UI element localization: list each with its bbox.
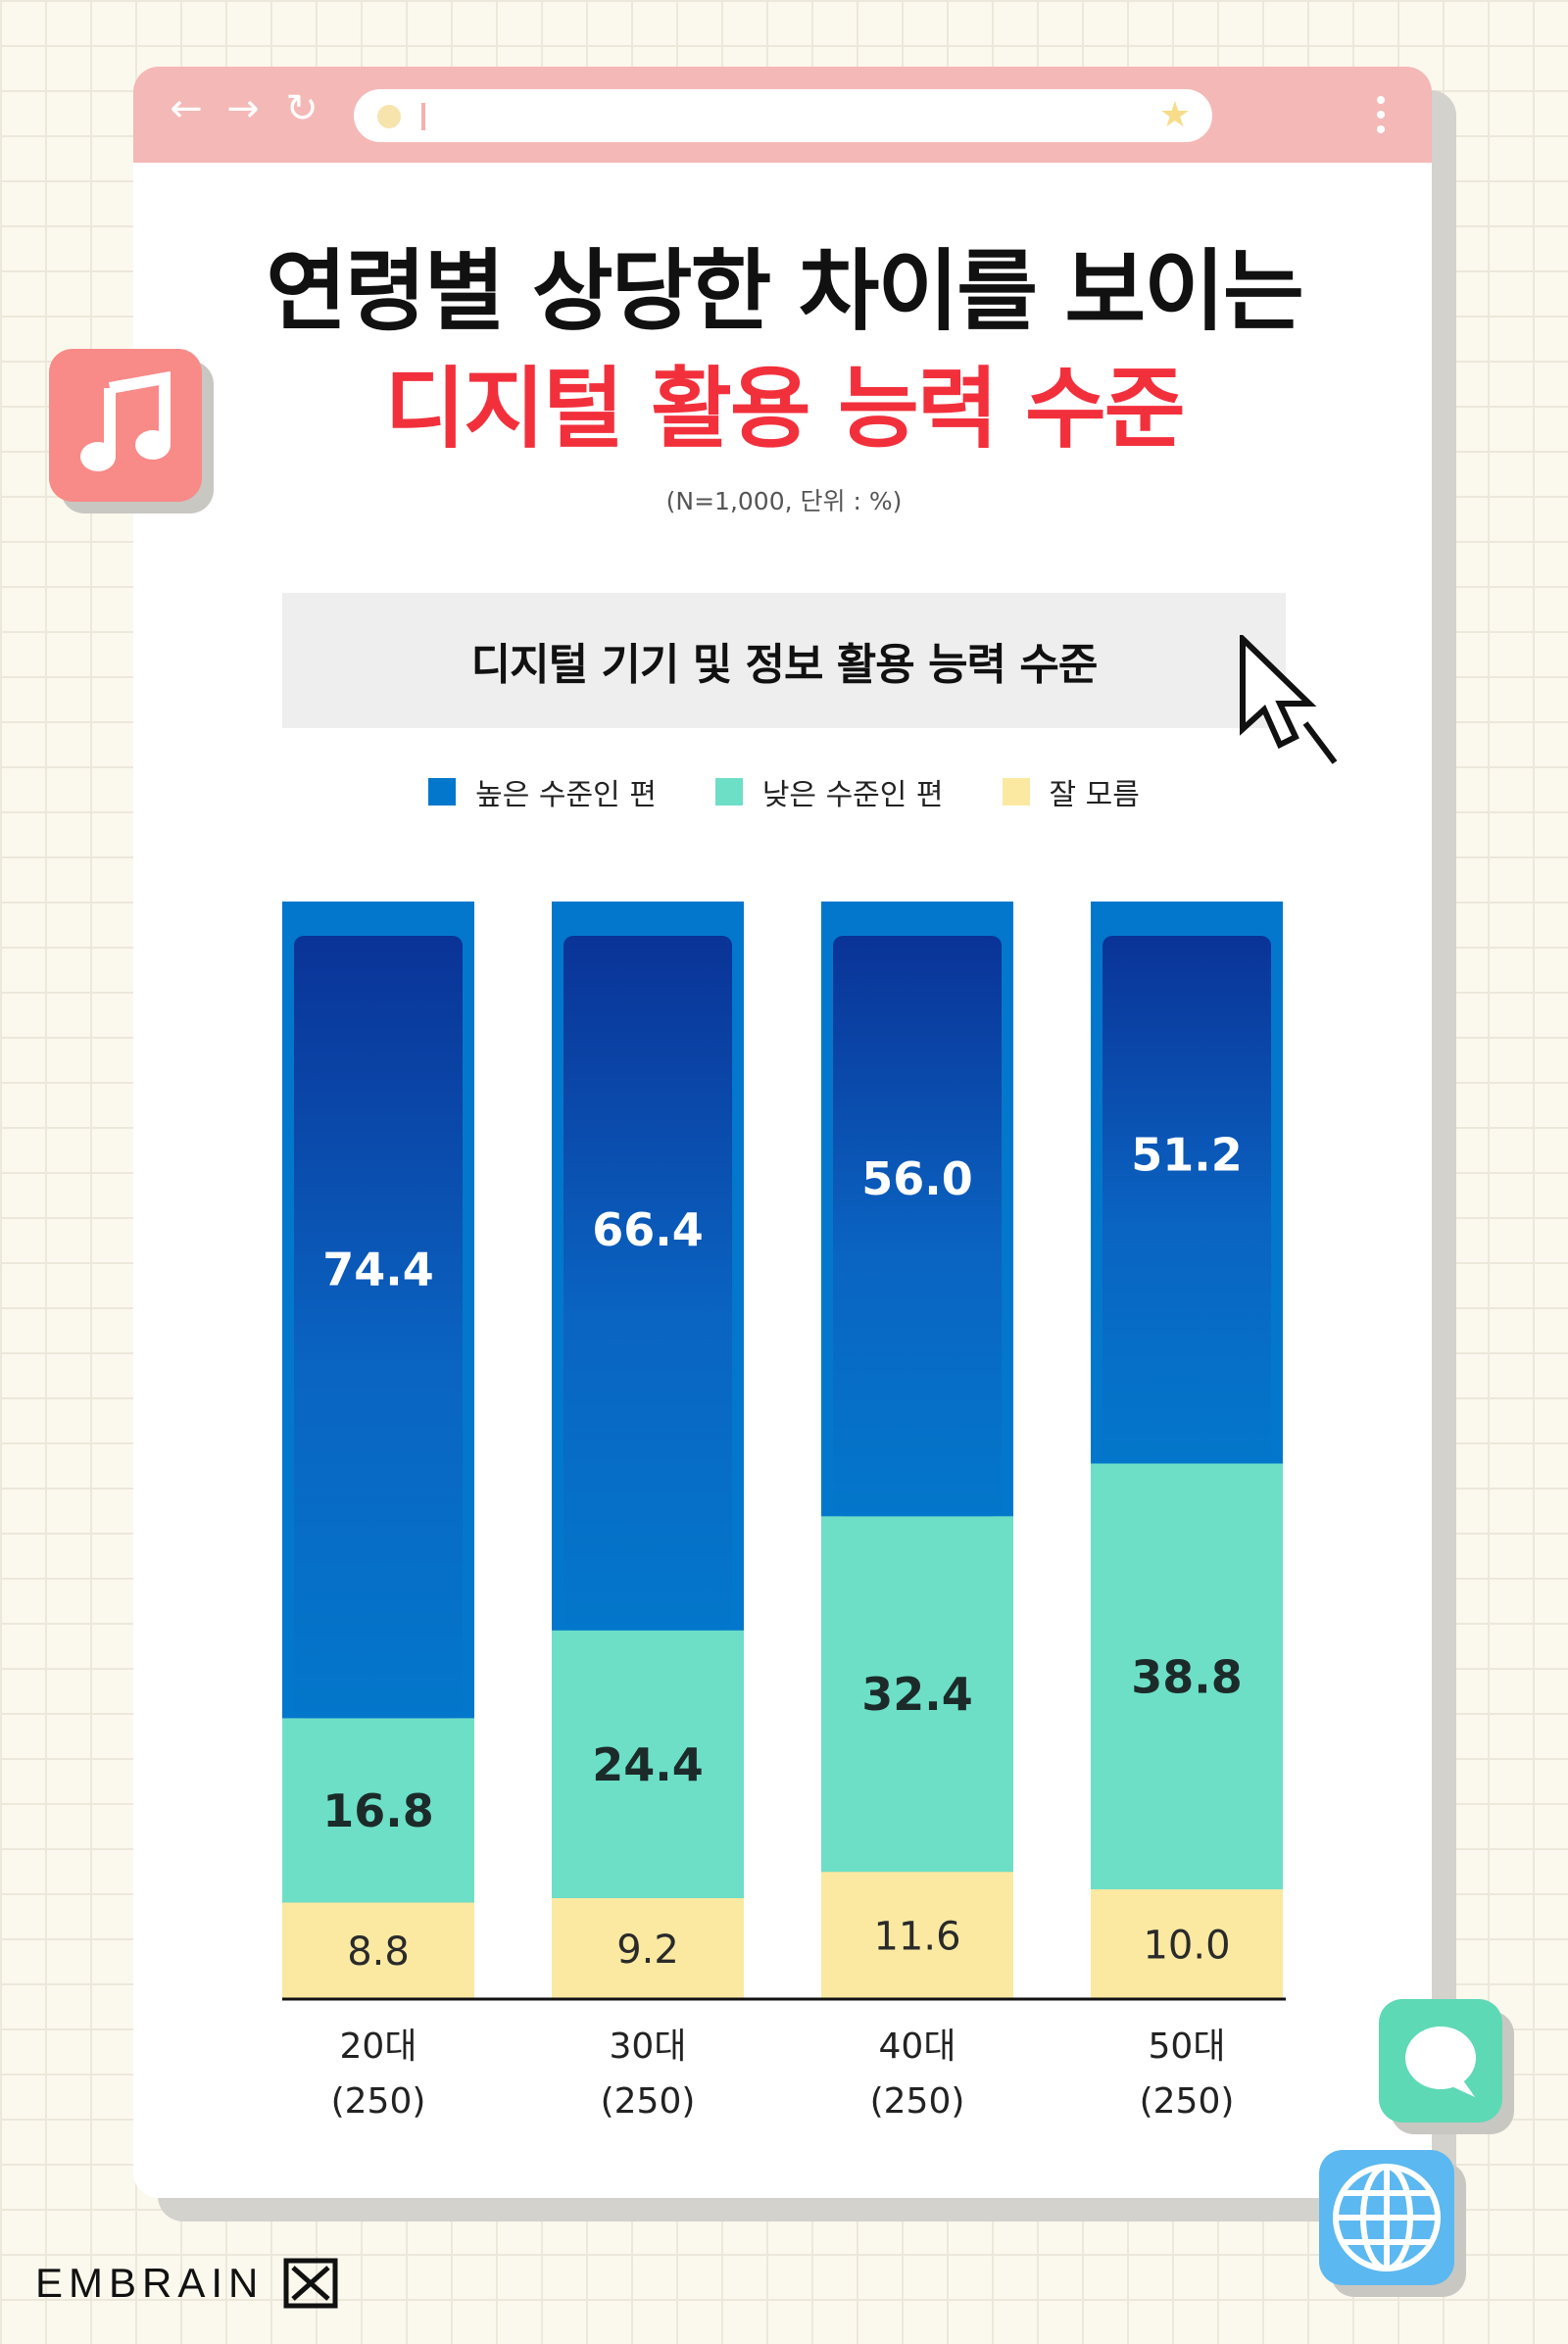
category-n-label-3: (250) (870, 2081, 965, 2122)
category-n-label-4: (250) (1140, 2081, 1235, 2122)
chart-legend: 높은 수준인 편 낮은 수준인 편 잘 모름 (0, 770, 1568, 813)
value-label-high-4: 51.2 (1131, 1129, 1243, 1182)
address-bar[interactable]: ★ (354, 89, 1212, 142)
legend-swatch-unknown (1002, 778, 1030, 806)
legend-item-low: 낮은 수준인 편 (714, 770, 944, 813)
page-title-line1: 연령별 상당한 차이를 보이는 (266, 240, 1304, 343)
chart-subtitle: (N=1,000, 단위 : %) (665, 487, 903, 515)
value-label-low-1: 16.8 (322, 1784, 434, 1837)
globe-icon (1333, 2164, 1441, 2271)
forward-arrow-icon[interactable]: → (226, 86, 260, 131)
value-label-low-4: 38.8 (1131, 1650, 1243, 1703)
chart-title-box: 디지털 기기 및 정보 활용 능력 수준 (282, 593, 1286, 728)
brand-mark-icon (283, 2258, 338, 2309)
category-label-4: 50대 (1149, 2027, 1226, 2067)
text-caret (421, 103, 425, 130)
value-label-low-3: 32.4 (861, 1668, 973, 1721)
legend-label-low: 낮은 수준인 편 (761, 778, 944, 812)
value-label-low-2: 24.4 (592, 1738, 704, 1791)
bar-low-3 (821, 1516, 1013, 1873)
music-note-icon (80, 370, 171, 471)
category-n-label-2: (250) (601, 2081, 696, 2122)
value-label-unknown-3: 11.6 (873, 1914, 960, 1959)
phone-screen-3 (833, 936, 1002, 1517)
chat-app-icon[interactable] (1379, 1999, 1502, 2123)
legend-item-unknown: 잘 모름 (1002, 770, 1140, 813)
bar-unknown-2 (552, 1897, 744, 1999)
legend-item-high: 높은 수준인 편 (428, 770, 657, 813)
browser-toolbar: ← → ↻ ★ (133, 67, 1432, 163)
bar-unknown-3 (821, 1872, 1013, 1999)
bar-low-1 (282, 1718, 474, 1903)
site-dot-icon (377, 105, 401, 128)
category-label-2: 30대 (610, 2027, 687, 2067)
legend-swatch-high (428, 778, 457, 806)
phone-screen-2 (564, 936, 732, 1631)
cursor-icon (1240, 635, 1338, 764)
value-label-high-3: 56.0 (861, 1152, 973, 1205)
category-label-3: 40대 (879, 2027, 956, 2067)
value-label-high-2: 66.4 (592, 1203, 704, 1256)
legend-swatch-low (714, 778, 743, 806)
star-icon[interactable]: ★ (1158, 95, 1191, 135)
value-label-unknown-2: 9.2 (616, 1928, 679, 1973)
bar-low-2 (552, 1630, 744, 1898)
value-label-high-1: 74.4 (322, 1244, 434, 1296)
chart-title: 디지털 기기 및 정보 활용 능력 수준 (470, 640, 1099, 690)
phone-screen-4 (1102, 936, 1271, 1464)
value-label-unknown-4: 10.0 (1143, 1923, 1230, 1968)
bar-low-4 (1091, 1463, 1283, 1889)
bar-unknown-4 (1091, 1889, 1283, 1999)
legend-label-high: 높은 수준인 편 (475, 778, 657, 812)
back-arrow-icon[interactable]: ← (170, 86, 203, 131)
brand-name: EMBRAIN (35, 2260, 265, 2306)
value-label-unknown-1: 8.8 (347, 1929, 410, 1975)
category-n-label-1: (250) (331, 2081, 426, 2122)
brand-logo: EMBRAIN (35, 2258, 338, 2309)
chat-bubble-icon (1405, 2027, 1476, 2097)
page-title-line2: 디지털 활용 능력 수준 (384, 358, 1185, 461)
reload-icon[interactable]: ↻ (285, 86, 318, 131)
legend-label-unknown: 잘 모름 (1049, 778, 1140, 812)
music-app-icon[interactable] (49, 349, 202, 502)
phone-screen-1 (294, 936, 463, 1719)
menu-dots-icon[interactable] (1377, 96, 1385, 140)
bar-unknown-1 (282, 1902, 474, 1999)
globe-app-icon[interactable] (1319, 2150, 1454, 2285)
category-label-1: 20대 (340, 2027, 417, 2067)
